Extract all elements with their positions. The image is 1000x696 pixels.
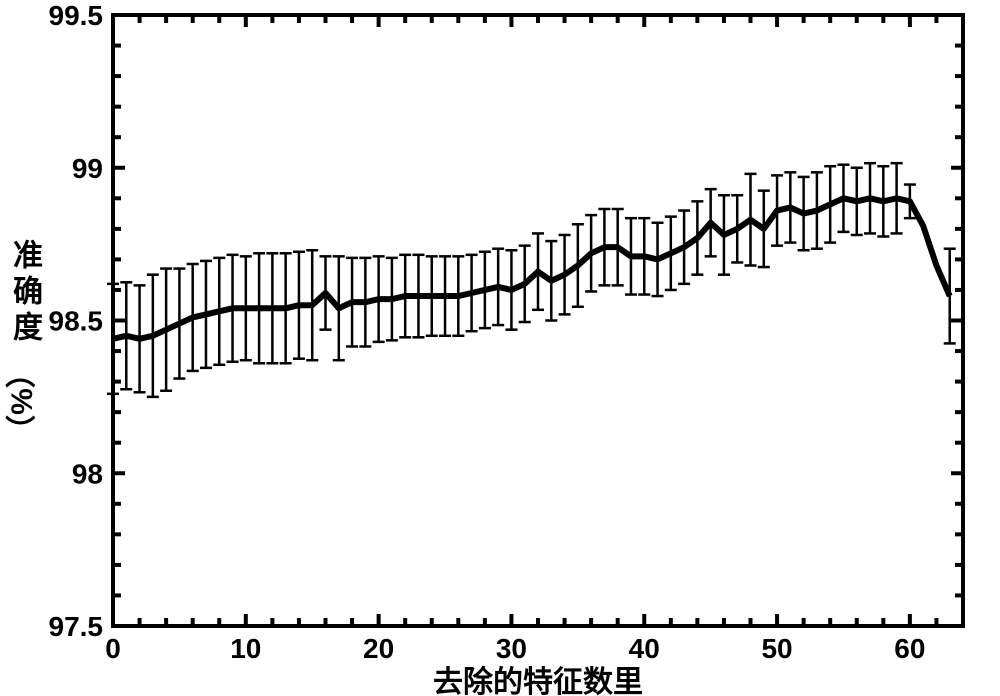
x-tick-label: 10 [230,633,261,664]
y-tick-label: 97.5 [49,611,104,642]
y-tick-label: 98 [72,458,103,489]
y-axis-unit: （%） [5,358,39,445]
x-tick-label: 30 [496,633,527,664]
y-axis-label: 确 [13,275,43,309]
y-tick-label: 99.5 [49,0,104,31]
y-tick-label: 98.5 [49,306,104,337]
y-axis-label: 度 [13,312,43,345]
line-chart: 0 10 20 30 40 50 60 去除的特征数里 97.5 98 98.5 99 99.5 准确度 （… [0,0,1000,696]
y-axis-label: 准 [13,240,43,273]
x-tick-label: 60 [894,633,925,664]
chart-svg: 0 10 20 30 40 50 60 去除的特征数里 97.5 98 98.5 99 99.5 准确度 （… [0,0,1000,696]
x-tick-label: 0 [105,633,121,664]
x-tick-label: 40 [629,633,660,664]
x-tick-label: 50 [761,633,792,664]
x-axis-label: 去除的特征数里 [433,665,643,696]
y-tick-label: 99 [72,153,103,184]
x-tick-label: 20 [363,633,394,664]
